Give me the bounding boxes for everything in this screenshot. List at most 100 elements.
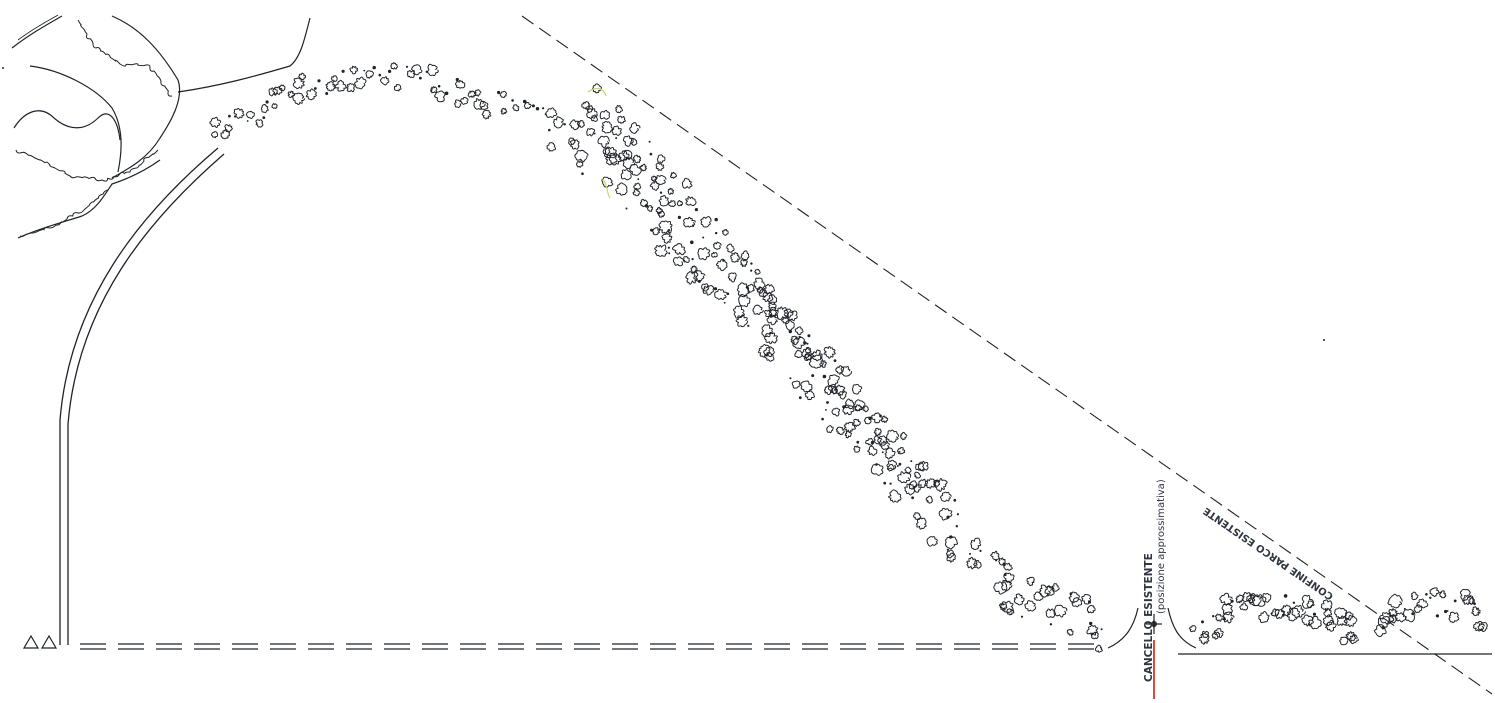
shrub-outline bbox=[945, 549, 955, 559]
shrub-outline bbox=[926, 536, 938, 547]
shrub-outline bbox=[1086, 604, 1096, 614]
park-boundary-label: CONFINE PARCO ESISTENTE bbox=[1201, 505, 1335, 602]
shrub-outline bbox=[870, 463, 884, 476]
shrub-outline bbox=[255, 119, 264, 128]
shrub-outline bbox=[757, 344, 771, 358]
shrub-outline bbox=[823, 385, 834, 396]
shrub-outline bbox=[693, 270, 706, 282]
shrub-dot bbox=[625, 207, 628, 210]
shrub-outline bbox=[667, 187, 675, 195]
shrub-dot bbox=[979, 549, 982, 553]
shrub-outline bbox=[840, 365, 852, 377]
shrub-outline bbox=[629, 164, 642, 176]
shrub-outline bbox=[1322, 614, 1334, 627]
shrub-outline bbox=[467, 90, 477, 98]
shrub-outline bbox=[714, 288, 728, 300]
shrub-outline bbox=[792, 336, 805, 350]
shrub-outline bbox=[1334, 607, 1348, 620]
shrub-outline bbox=[826, 425, 834, 434]
highlight-marks bbox=[587, 87, 611, 199]
shrub-dot bbox=[228, 114, 231, 118]
shrub-outline bbox=[1091, 631, 1099, 640]
shrub-outline bbox=[917, 460, 929, 472]
shrub-outline bbox=[853, 445, 861, 453]
shrub-outline bbox=[622, 135, 634, 147]
shrub-dot bbox=[1446, 610, 1449, 612]
shrub-outline bbox=[406, 70, 416, 78]
shrub-outline bbox=[794, 349, 803, 359]
shrub-outline bbox=[393, 84, 402, 92]
shrub-outline bbox=[523, 101, 532, 110]
shrub-outline bbox=[785, 319, 795, 331]
shrub-dot bbox=[811, 374, 815, 378]
shrub-outline bbox=[831, 407, 841, 417]
shrub-outline bbox=[944, 535, 959, 550]
shrub-dot bbox=[889, 482, 892, 485]
shrub-dot bbox=[747, 324, 750, 327]
shrub-outline bbox=[862, 405, 869, 413]
shrub-outline bbox=[601, 121, 613, 134]
shrub-outline bbox=[786, 310, 798, 322]
shrub-outline bbox=[676, 200, 684, 207]
shrub-outline bbox=[908, 480, 918, 490]
shrub-outline bbox=[801, 347, 812, 359]
shrub-dot bbox=[531, 104, 535, 108]
wall-end-markers bbox=[22, 634, 58, 649]
shrub-outline bbox=[574, 149, 589, 162]
shrub-outline bbox=[454, 99, 463, 108]
shrub-outline bbox=[586, 105, 594, 113]
shrub-dot bbox=[372, 65, 376, 70]
shrub-outline bbox=[998, 557, 1006, 566]
shrub-outline bbox=[349, 65, 359, 75]
shrub-outline bbox=[298, 72, 307, 81]
shrub-outline bbox=[305, 88, 317, 101]
shrub-dot bbox=[497, 90, 501, 95]
shrub-dot bbox=[868, 416, 872, 421]
shrub-outline bbox=[990, 550, 1000, 561]
shrub-outline bbox=[804, 346, 812, 354]
shrub-outline bbox=[1003, 572, 1015, 584]
shrub-outline bbox=[764, 352, 775, 362]
shrub-outline bbox=[924, 478, 937, 489]
shrub-dot bbox=[1411, 612, 1415, 616]
shrub-outline bbox=[1001, 579, 1013, 592]
shrub-outline bbox=[630, 138, 638, 146]
shrub-outline bbox=[654, 175, 667, 185]
shrub-outline bbox=[601, 176, 614, 188]
shrub-dot bbox=[745, 286, 749, 289]
shrub-dot bbox=[726, 292, 730, 296]
shrub-outline bbox=[611, 125, 622, 136]
shrub-outline bbox=[1086, 625, 1099, 636]
shrub-dot bbox=[750, 269, 753, 272]
bottom-boundary-dashes bbox=[80, 643, 1100, 650]
shrub-outline bbox=[622, 149, 633, 159]
gate-existing-label: CANCELLO ESISTENTE bbox=[1143, 553, 1155, 682]
shrub-dot bbox=[690, 240, 694, 245]
shrub-outline bbox=[756, 286, 764, 294]
shrub-outline bbox=[993, 581, 1008, 595]
shrub-outline bbox=[1394, 612, 1407, 623]
shrub-outline bbox=[843, 421, 856, 434]
shrub-outline bbox=[633, 182, 642, 190]
shrub-outline bbox=[427, 63, 439, 77]
shrub-outline bbox=[546, 142, 557, 152]
shrub-outline bbox=[622, 157, 636, 169]
shrub-outline bbox=[473, 98, 486, 110]
shrub-outline bbox=[455, 79, 466, 89]
shrub-outline bbox=[646, 205, 654, 212]
shrub-outline bbox=[553, 116, 564, 129]
shrub-outline bbox=[1045, 608, 1056, 618]
shrub-outline bbox=[758, 288, 769, 298]
shrub-outline bbox=[899, 431, 908, 441]
shrub-outline bbox=[1439, 590, 1447, 599]
shrub-dot bbox=[1100, 628, 1103, 631]
shrub-dot bbox=[896, 465, 899, 467]
shrub-outline bbox=[683, 256, 690, 263]
shrub-dot bbox=[1020, 615, 1024, 618]
shrub-dot bbox=[953, 498, 957, 502]
shrub-outline bbox=[1006, 608, 1015, 616]
shrub-outline bbox=[629, 122, 641, 134]
shrub-outline bbox=[763, 283, 775, 295]
shrub-dot bbox=[667, 246, 671, 249]
shrub-dot bbox=[667, 229, 671, 232]
